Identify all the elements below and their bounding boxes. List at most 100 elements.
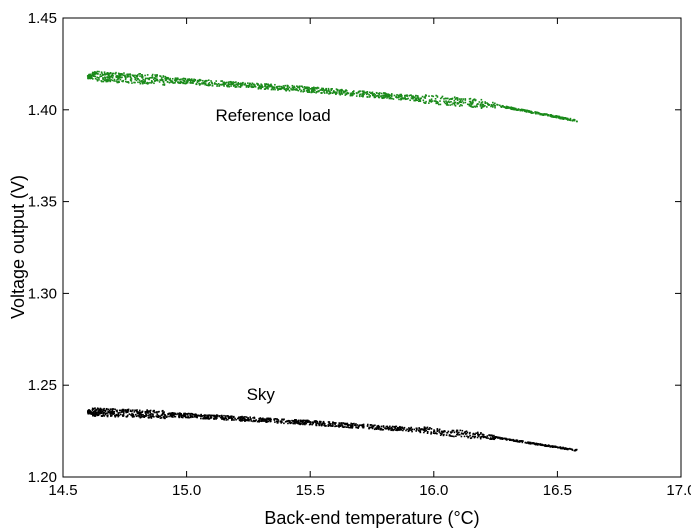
data-point	[237, 417, 239, 420]
data-point	[434, 432, 437, 434]
data-point	[314, 420, 317, 422]
data-point	[252, 419, 255, 422]
data-point	[534, 111, 536, 113]
data-point	[251, 82, 254, 85]
data-point	[104, 79, 107, 82]
data-point	[508, 439, 511, 442]
data-point	[433, 429, 435, 431]
data-point	[111, 76, 114, 79]
data-point	[103, 411, 105, 414]
data-point	[335, 425, 338, 427]
data-point	[91, 71, 94, 74]
data-point	[171, 414, 173, 416]
data-point	[202, 79, 204, 82]
data-point	[157, 415, 159, 418]
data-point	[164, 415, 166, 418]
data-point	[424, 430, 426, 432]
data-point	[308, 90, 310, 92]
data-point	[106, 415, 109, 418]
data-point	[257, 420, 260, 422]
data-point	[141, 82, 144, 85]
data-point	[440, 433, 443, 436]
data-point	[409, 427, 412, 430]
data-point	[279, 420, 282, 423]
data-point	[261, 84, 263, 86]
data-point	[166, 77, 169, 80]
data-point	[494, 436, 496, 439]
data-point	[147, 410, 150, 412]
data-point	[265, 418, 268, 420]
data-point	[132, 75, 135, 78]
data-point	[472, 101, 474, 103]
data-point	[143, 415, 146, 418]
data-point	[258, 417, 260, 420]
data-point	[179, 413, 182, 416]
data-point	[359, 90, 361, 92]
data-point	[240, 84, 243, 87]
data-point	[362, 426, 364, 429]
data-point	[89, 73, 91, 76]
data-point	[119, 413, 122, 416]
data-point	[344, 94, 347, 96]
data-point	[151, 75, 153, 77]
data-point	[141, 77, 144, 79]
data-point	[330, 92, 332, 94]
data-point	[117, 81, 119, 84]
data-point	[152, 410, 155, 413]
data-point	[245, 416, 248, 418]
data-point	[283, 418, 285, 421]
data-point	[154, 411, 156, 414]
data-point	[222, 417, 225, 419]
data-point	[184, 414, 186, 416]
data-point	[336, 89, 339, 92]
data-point	[242, 416, 245, 418]
data-point	[247, 82, 249, 84]
data-point	[558, 446, 561, 449]
data-point	[88, 76, 91, 78]
data-point	[389, 96, 392, 99]
data-point	[271, 86, 274, 88]
data-point	[342, 422, 344, 424]
data-point	[561, 116, 563, 119]
data-point	[173, 414, 175, 416]
data-point	[338, 426, 340, 428]
data-point	[151, 73, 154, 76]
data-point	[160, 78, 163, 81]
data-point	[406, 95, 408, 97]
data-point	[156, 78, 159, 81]
data-point	[227, 83, 230, 86]
data-point	[96, 78, 98, 81]
data-point	[520, 109, 523, 112]
data-point	[390, 93, 393, 95]
data-point	[122, 74, 125, 77]
data-point	[428, 95, 430, 97]
data-point	[492, 437, 494, 440]
data-point	[189, 414, 192, 417]
data-point	[481, 101, 484, 103]
data-point	[104, 410, 107, 413]
data-point	[543, 113, 545, 115]
data-point	[209, 414, 211, 416]
data-point	[149, 409, 152, 412]
data-point	[92, 73, 95, 76]
data-point	[129, 73, 131, 75]
data-point	[201, 415, 203, 417]
data-point	[404, 98, 407, 101]
data-point	[510, 106, 513, 109]
data-point	[205, 416, 207, 418]
data-point	[417, 95, 419, 98]
data-point	[537, 112, 540, 114]
data-point	[155, 411, 158, 414]
data-point	[113, 78, 116, 81]
data-point	[153, 78, 155, 81]
data-point	[109, 76, 111, 78]
data-point	[154, 74, 156, 76]
data-point	[159, 75, 161, 77]
data-point	[442, 434, 445, 437]
data-point	[469, 437, 472, 440]
data-point	[189, 79, 191, 82]
data-point	[564, 447, 567, 450]
data-point	[345, 423, 347, 426]
data-point	[163, 84, 166, 86]
data-point	[295, 419, 297, 421]
